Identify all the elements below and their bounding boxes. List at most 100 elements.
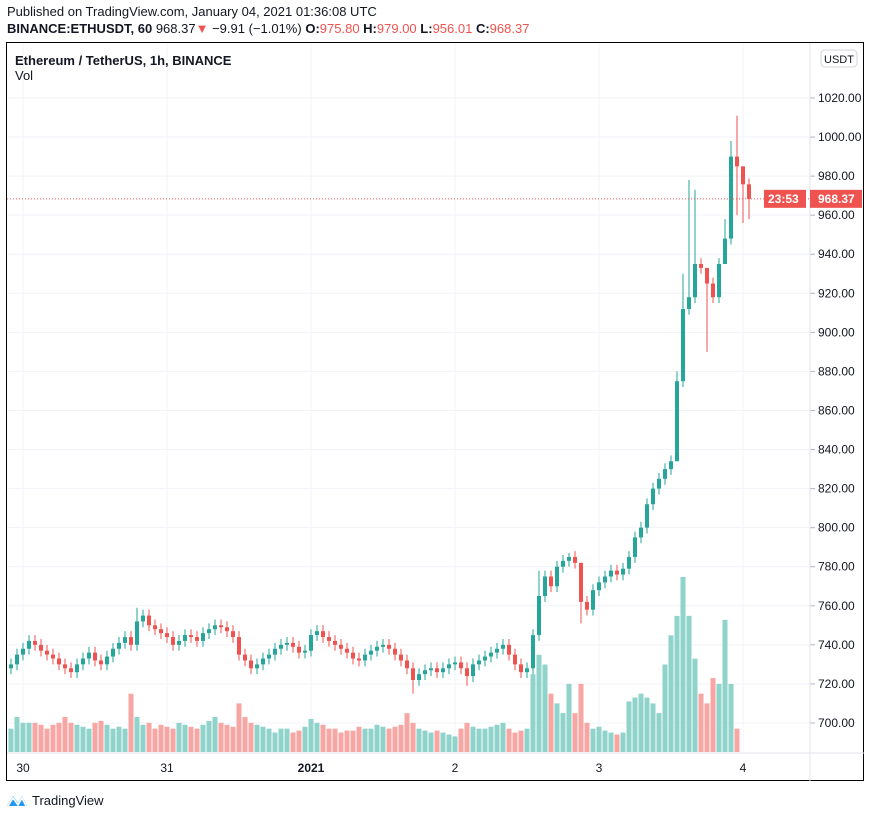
volume-bar <box>26 722 32 752</box>
volume-bar <box>266 728 272 752</box>
volume-bar <box>176 722 182 752</box>
candle-body <box>717 264 721 298</box>
volume-bar <box>596 726 602 752</box>
candle-body <box>627 556 631 569</box>
candle-body <box>699 264 703 268</box>
last-price-label: 968.37 <box>818 192 855 206</box>
volume-bar <box>644 697 650 752</box>
candle-body <box>663 469 667 479</box>
low-value: 956.01 <box>432 21 473 36</box>
volume-bar <box>368 728 374 752</box>
y-tick-label: 820.00 <box>818 482 855 496</box>
volume-bar <box>320 724 326 752</box>
currency-button[interactable]: USDT <box>820 49 858 68</box>
candle-body <box>249 660 253 669</box>
legend-vol: Vol <box>15 68 34 83</box>
candle-body <box>99 660 103 665</box>
x-tick-label: 3 <box>596 761 603 775</box>
candle-body <box>633 537 637 557</box>
candle-body <box>27 640 31 649</box>
volume-bar <box>8 728 14 752</box>
candle-body <box>651 488 655 505</box>
volume-bar <box>158 724 164 752</box>
volume-bar <box>482 728 488 752</box>
volume-bar <box>230 726 236 752</box>
candle-body <box>507 644 511 655</box>
candle-body <box>459 662 463 669</box>
candle-body <box>477 660 481 665</box>
volume-bar <box>506 728 512 752</box>
chart-frame[interactable] <box>6 42 864 781</box>
volume-bar <box>374 724 380 752</box>
candle-body <box>231 631 235 638</box>
candle-body <box>537 596 541 636</box>
volume-bar <box>494 724 500 752</box>
volume-bar <box>416 728 422 752</box>
candle-body <box>297 646 301 653</box>
y-tick-label: 740.00 <box>818 638 855 652</box>
volume-bar <box>488 726 494 752</box>
volume-bar <box>200 724 206 752</box>
volume-bar <box>536 654 542 752</box>
candle-body <box>9 664 13 669</box>
y-tick-label: 1020.00 <box>818 91 862 105</box>
candle-body <box>153 625 157 630</box>
close-value: 968.37 <box>489 21 530 36</box>
candle-body <box>471 664 475 677</box>
tradingview-logo[interactable]: TradingView <box>6 792 104 808</box>
candle-body <box>357 658 361 661</box>
candle-body <box>219 625 223 628</box>
high-label: H: <box>363 21 377 36</box>
candle-body <box>483 656 487 661</box>
volume-bar <box>62 717 68 752</box>
volume-bar <box>104 724 110 752</box>
volume-bar <box>116 726 122 752</box>
candle-body <box>369 650 373 655</box>
volume-bar <box>620 732 626 752</box>
volume-bar <box>296 730 302 752</box>
candle-body <box>57 658 61 665</box>
volume-bar <box>242 717 248 752</box>
candle-body <box>411 668 415 680</box>
volume-bar <box>722 619 728 752</box>
candle-body <box>441 668 445 673</box>
volume-bar <box>308 718 314 752</box>
candle-body <box>111 648 115 657</box>
volume-bar <box>80 726 86 752</box>
volume-bar <box>512 732 518 752</box>
volume-bar <box>182 724 188 752</box>
volume-bar <box>356 726 362 752</box>
candle-body <box>711 283 715 298</box>
volume-bar <box>20 722 26 752</box>
volume-bar <box>164 726 170 752</box>
volume-bar <box>260 726 266 752</box>
candle-body <box>147 615 151 626</box>
candle-body <box>705 267 709 284</box>
volume-bar <box>392 726 398 752</box>
last-price-badge <box>810 189 862 208</box>
x-tick-label: 2021 <box>298 761 325 775</box>
candle-body <box>399 654 403 661</box>
candle-body <box>525 668 529 673</box>
volume-bar <box>146 722 152 752</box>
low-label: L: <box>420 21 433 36</box>
volume-bar <box>590 728 596 752</box>
volume-bar <box>632 697 638 752</box>
candle-body <box>69 668 73 673</box>
volume-bar <box>680 577 686 752</box>
y-tick-label: 980.00 <box>818 169 855 183</box>
candle-body <box>267 654 271 659</box>
candle-body <box>453 662 457 665</box>
x-tick-label: 4 <box>740 761 747 775</box>
volume-bar <box>44 728 50 752</box>
candle-body <box>447 664 451 669</box>
volume-bar <box>278 728 284 752</box>
candle-body <box>615 570 619 575</box>
volume-bar <box>302 726 308 752</box>
volume-bar <box>608 732 614 752</box>
volume-bar <box>404 713 410 752</box>
y-tick-label: 800.00 <box>818 521 855 535</box>
candle-body <box>621 568 625 575</box>
candle-body <box>735 156 739 167</box>
